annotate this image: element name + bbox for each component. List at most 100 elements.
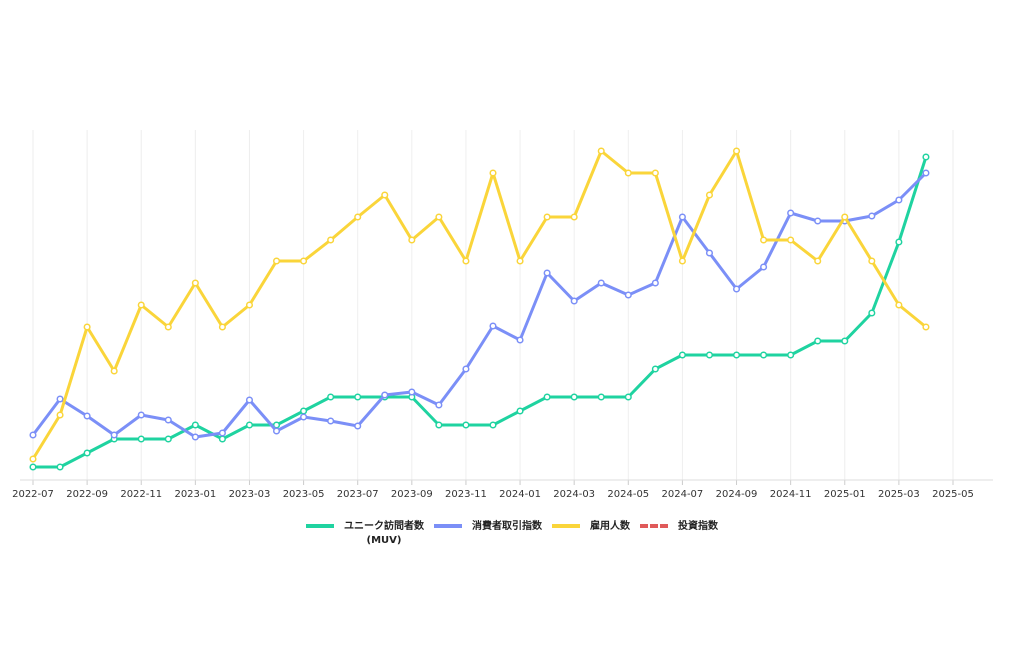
x-tick-label: 2024-07: [662, 489, 704, 500]
x-tick-label: 2025-05: [932, 489, 974, 500]
data-point: [56, 411, 64, 419]
data-point: [651, 279, 659, 287]
data-point: [191, 279, 199, 287]
data-point: [137, 301, 145, 309]
data-point: [651, 169, 659, 177]
data-point: [543, 269, 551, 277]
data-point: [868, 212, 876, 220]
data-point: [787, 351, 795, 359]
data-point: [83, 323, 91, 331]
legend-item[interactable]: ユニーク訪問者数 (MUV): [306, 520, 424, 548]
x-tick-label: 2022-07: [12, 489, 54, 500]
data-point: [110, 431, 118, 439]
x-tick-label: 2024-03: [553, 489, 595, 500]
data-point: [922, 323, 930, 331]
data-point: [110, 367, 118, 375]
data-point: [300, 413, 308, 421]
data-point: [895, 196, 903, 204]
data-point: [29, 431, 37, 439]
data-point: [787, 236, 795, 244]
data-point: [705, 249, 714, 257]
x-tick-label: 2023-11: [445, 489, 487, 500]
data-point: [164, 323, 172, 331]
data-point: [678, 213, 686, 221]
legend-item[interactable]: 雇用人数: [552, 520, 630, 534]
x-tick-label: 2024-05: [607, 489, 649, 500]
data-point: [624, 169, 632, 177]
series-line: [33, 156, 928, 469]
series-line: [31, 149, 927, 460]
data-point: [137, 411, 145, 419]
data-point: [83, 449, 91, 457]
x-tick-label: 2023-03: [229, 489, 271, 500]
data-point: [489, 169, 497, 177]
data-point: [895, 301, 903, 309]
x-tick-label: 2023-05: [283, 489, 325, 500]
x-tick-label: 2022-11: [120, 489, 162, 500]
data-point: [732, 147, 741, 155]
data-point: [651, 365, 659, 373]
data-point: [814, 337, 822, 345]
legend-label: ユニーク訪問者数 (MUV): [344, 521, 424, 546]
data-point: [435, 213, 443, 221]
data-point: [462, 257, 470, 265]
data-point: [597, 147, 605, 155]
data-point: [841, 213, 849, 221]
data-point: [354, 393, 362, 401]
data-point: [191, 433, 199, 441]
data-point: [570, 297, 578, 305]
data-point: [760, 236, 768, 244]
data-point: [922, 153, 930, 161]
data-point: [814, 257, 822, 265]
data-point: [570, 393, 578, 401]
x-tick-label: 2024-11: [770, 489, 812, 500]
data-point: [300, 257, 308, 265]
data-point: [462, 421, 470, 429]
data-point: [272, 427, 281, 435]
x-tick-label: 2024-01: [499, 489, 541, 500]
data-point: [354, 213, 362, 221]
x-tick-label: 2022-09: [66, 489, 108, 500]
data-point: [922, 169, 930, 177]
data-point: [381, 391, 389, 399]
legend-swatch: [306, 524, 334, 528]
data-point: [895, 238, 903, 246]
data-point: [624, 291, 632, 299]
data-point: [597, 393, 605, 401]
data-point: [868, 309, 876, 317]
data-point: [218, 429, 226, 437]
data-point: [732, 351, 741, 359]
data-point: [408, 388, 416, 396]
data-point: [56, 463, 64, 471]
x-tick-label: 2023-07: [337, 489, 379, 500]
x-tick-label: 2024-09: [716, 489, 758, 500]
data-point: [300, 407, 308, 415]
data-point: [164, 435, 172, 443]
x-tick-label: 2025-03: [878, 489, 920, 500]
x-tick-label: 2025-01: [824, 489, 866, 500]
data-point: [489, 421, 497, 429]
data-point: [705, 191, 714, 199]
data-point: [191, 421, 199, 429]
data-point: [29, 463, 37, 471]
data-point: [787, 209, 795, 217]
data-point: [218, 323, 226, 331]
legend-item[interactable]: 投資指数: [640, 520, 718, 534]
data-point: [543, 393, 551, 401]
data-point: [218, 435, 226, 443]
legend-item[interactable]: 消費者取引指数: [434, 520, 542, 534]
data-point: [354, 422, 362, 430]
data-point: [29, 455, 37, 463]
data-point: [56, 395, 64, 403]
data-point: [760, 263, 768, 271]
data-point: [543, 213, 551, 221]
data-point: [516, 257, 524, 265]
data-point: [245, 421, 254, 429]
data-point: [841, 337, 849, 345]
data-point: [435, 421, 443, 429]
legend: ユニーク訪問者数 (MUV) 消費者取引指数 雇用人数 投資指数: [0, 520, 1024, 548]
data-point: [164, 416, 172, 424]
x-tick-label: 2023-01: [174, 489, 216, 500]
